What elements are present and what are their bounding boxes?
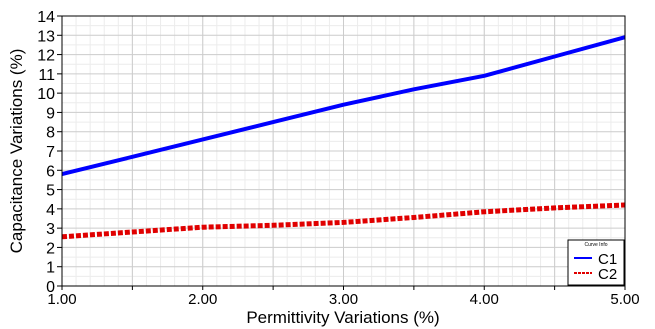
y-tick-label: 9	[46, 105, 55, 122]
series-layer	[61, 35, 626, 240]
legend-box	[567, 239, 625, 286]
y-tick-label: 1	[46, 260, 55, 277]
x-tick-label: 4.00	[470, 291, 499, 308]
y-axis-title: Capacitance Variations (%)	[7, 49, 26, 254]
y-tick-label: 13	[37, 28, 55, 45]
y-tick-label: 5	[46, 183, 55, 200]
legend-title: Curve Info	[584, 242, 607, 248]
x-tick-label: 2.00	[188, 291, 217, 308]
y-tick-label: 0	[46, 279, 55, 296]
series-line-c1	[61, 35, 626, 177]
y-tick-label: 2	[46, 240, 55, 257]
y-tick-label: 14	[37, 9, 55, 26]
y-tick-label: 11	[38, 67, 55, 84]
series-line-c2	[61, 202, 626, 240]
y-tick-label: 4	[46, 202, 55, 219]
y-tick-label: 8	[46, 125, 55, 142]
y-tick-label: 12	[37, 48, 55, 65]
x-tick-label: 5.00	[610, 291, 639, 308]
x-tick-label: 3.00	[329, 291, 358, 308]
x-tick-label: 1.00	[47, 291, 76, 308]
x-axis-title: Permittivity Variations (%)	[246, 308, 439, 327]
y-tick-label: 6	[46, 163, 55, 180]
legend-label-c1: C1	[598, 251, 617, 268]
y-tick-label: 7	[46, 144, 55, 161]
y-tick-label: 3	[46, 221, 55, 238]
grid	[61, 15, 626, 287]
legend-label-c2: C2	[598, 266, 617, 283]
y-tick-label: 10	[37, 86, 55, 103]
